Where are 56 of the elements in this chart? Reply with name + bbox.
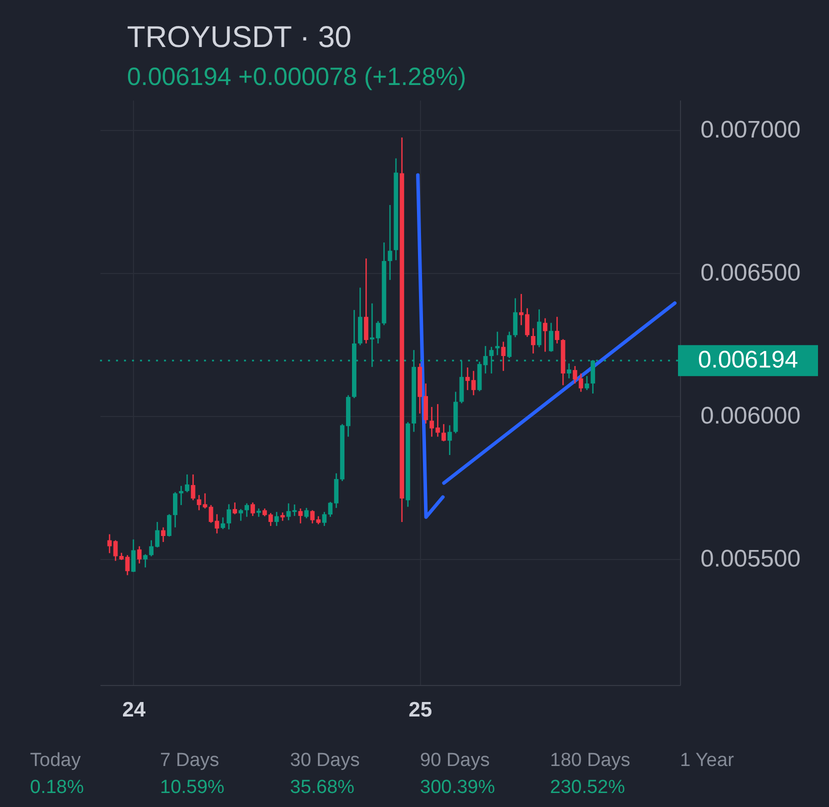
candlestick [232,502,238,515]
candlestick [208,504,214,524]
candlestick [442,423,446,442]
candlestick [531,328,536,354]
candlestick [143,554,148,568]
candlestick [447,424,452,456]
candlestick [220,516,226,530]
candlestick [184,474,190,493]
candlestick [167,514,172,538]
candlestick [226,504,232,530]
y-tick-label: 0.005500 [700,546,801,573]
candlestick [274,511,279,527]
candlestick [113,540,118,562]
text: 10.59% [160,777,224,798]
candlestick [542,318,548,352]
candlestick [364,258,368,344]
candlestick [298,508,303,524]
candlestick [566,362,572,379]
candlestick [137,546,142,564]
category-label: 90 Days [420,750,490,771]
candlestick [495,331,500,356]
candlestick [536,308,542,348]
candlestick [548,322,554,352]
candlestick [501,341,506,372]
candlestick [131,538,136,573]
candlestick [238,508,244,522]
candlestick [513,298,518,338]
ref-line-label: 0.006194 [698,346,798,374]
text: 0.18% [30,777,84,798]
candlestick [107,534,112,554]
y-tick-label: 0.006000 [700,402,801,430]
candlestick [161,526,166,543]
candlestick [507,331,512,359]
candlestick [190,474,196,501]
category-label: 180 Days [550,750,630,771]
candlestick [244,502,249,518]
text: 300.39% [420,777,496,798]
candlestick [256,508,261,518]
candlestick [584,375,590,391]
chart-title: TROYUSDT · 30 [127,21,352,54]
y-tick-label: 0.006500 [700,260,801,287]
candlestick [304,507,309,519]
text: 35.68% [290,777,354,798]
category-label: 1 Year [680,750,735,771]
x-tick-label: 25 [408,698,432,722]
y-tick-label: 0.007000 [700,116,801,144]
candlestick [250,502,255,517]
chart-subtitle: 0.006194 +0.000078 (+1.28%) [127,63,466,91]
text: 230.52% [550,777,626,798]
category-label: Today [30,750,82,771]
category-label: 7 Days [160,750,220,771]
category-label: 30 Days [290,750,360,771]
candlestick [178,485,184,506]
candlestick [172,492,178,528]
candlestick [554,316,560,344]
x-tick-label: 24 [122,698,146,722]
